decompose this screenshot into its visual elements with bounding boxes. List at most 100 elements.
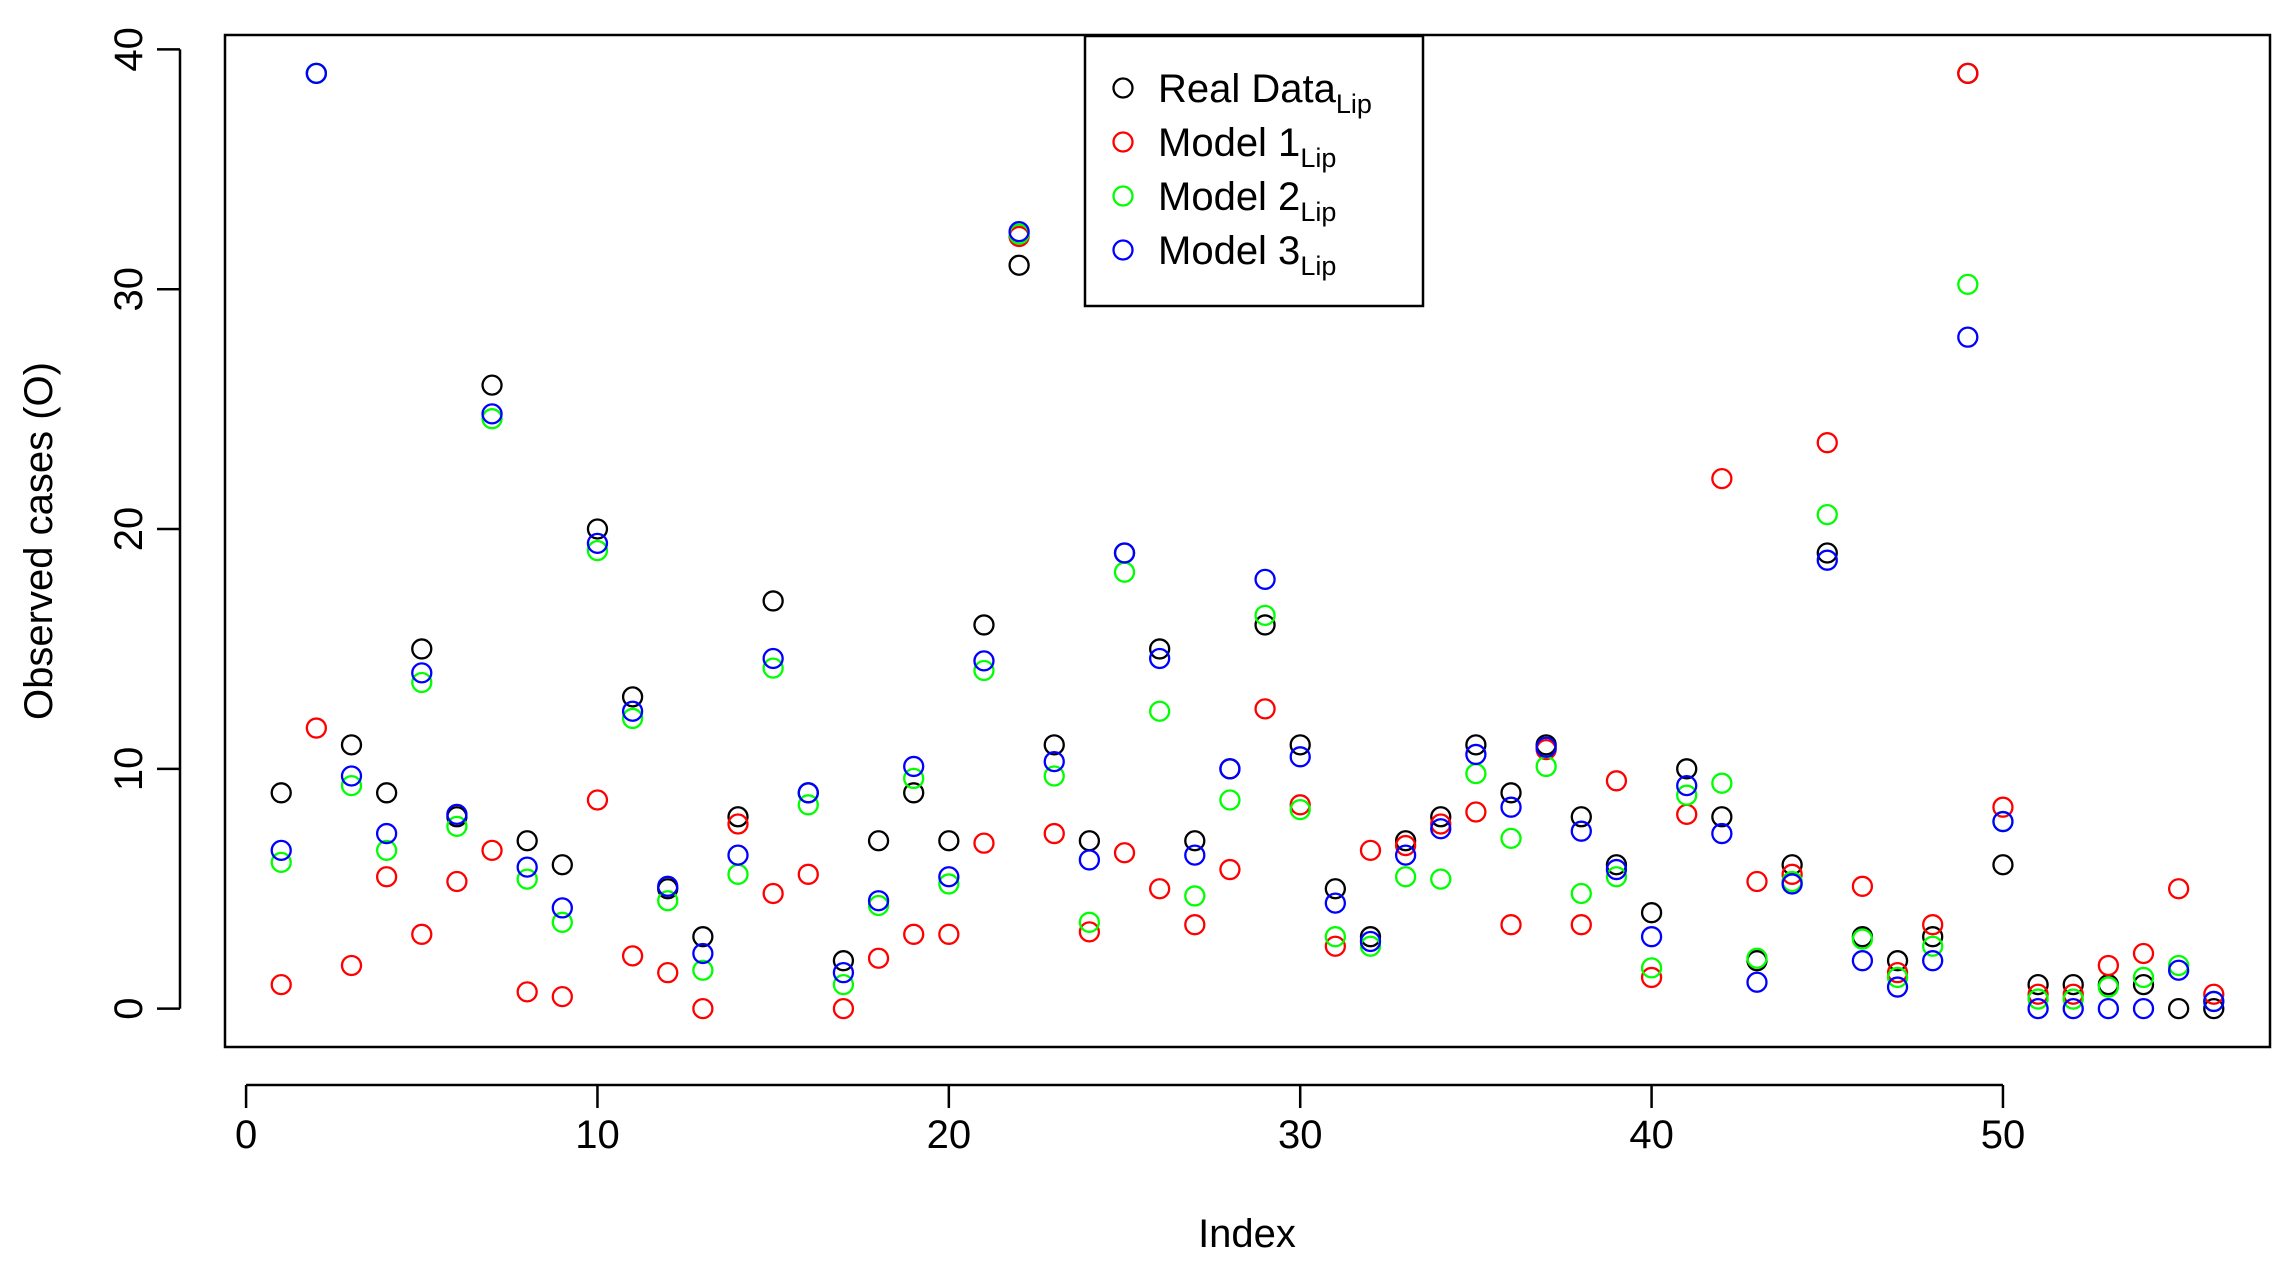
point-series-3 — [1570, 820, 1592, 842]
point-series-1 — [1500, 914, 1522, 936]
point-series-2 — [1640, 957, 1663, 979]
point-series-2 — [1500, 827, 1522, 850]
point-series-2 — [1430, 868, 1452, 890]
legend-label-subscript: Lip — [1300, 251, 1336, 281]
point-series-1 — [1324, 935, 1346, 957]
point-series-3 — [1430, 818, 1452, 840]
point-series-3 — [1816, 549, 1838, 571]
point-series-2 — [903, 767, 925, 790]
point-series-3 — [1746, 971, 1768, 993]
point-series-1 — [692, 997, 714, 1020]
point-series-2 — [2097, 976, 2120, 998]
point-series-2 — [270, 851, 292, 873]
point-series-1 — [586, 789, 609, 811]
point-series-2 — [411, 671, 433, 694]
point-series-2 — [1957, 273, 1979, 296]
x-tick-label: 10 — [575, 1113, 620, 1157]
point-series-1 — [832, 997, 855, 1020]
point-series-0 — [481, 374, 503, 396]
point-series-0 — [621, 686, 644, 708]
point-series-3 — [903, 755, 925, 778]
point-series-3 — [1043, 750, 1065, 773]
point-series-1 — [1254, 698, 1276, 720]
point-series-3 — [1149, 647, 1171, 670]
point-series-3 — [1008, 220, 1030, 243]
point-series-2 — [481, 408, 503, 430]
point-series-1 — [1746, 870, 1768, 893]
point-series-1 — [1043, 822, 1065, 845]
point-series-1 — [727, 813, 749, 835]
y-tick-label: 40 — [107, 27, 151, 72]
point-series-3 — [551, 897, 573, 919]
point-series-1 — [1219, 858, 1241, 881]
point-series-0 — [973, 614, 995, 636]
point-series-1 — [270, 973, 292, 996]
point-series-1 — [938, 923, 960, 945]
legend-label-name: Model 1 — [1158, 121, 1300, 165]
point-series-1 — [305, 717, 328, 739]
x-tick-label: 40 — [1629, 1113, 1674, 1157]
point-series-3 — [586, 532, 609, 555]
point-series-0 — [1184, 830, 1206, 852]
point-series-3 — [2027, 997, 2049, 1020]
point-series-2 — [727, 863, 749, 885]
point-series-1 — [1957, 62, 1979, 85]
point-series-3 — [1957, 326, 1979, 348]
x-tick-label: 50 — [1981, 1113, 2026, 1157]
y-tick-label: 20 — [107, 507, 151, 552]
y-axis: 0 10 20 30 40 — [107, 27, 182, 1020]
point-series-0 — [375, 782, 398, 804]
point-series-3 — [1640, 926, 1663, 948]
point-series-1 — [446, 870, 468, 893]
point-series-0 — [1008, 254, 1030, 276]
point-series-2 — [1816, 503, 1838, 526]
point-series-0 — [938, 830, 960, 852]
point-series-3 — [621, 700, 644, 722]
legend-marker — [1112, 185, 1134, 207]
point-series-3 — [1711, 822, 1733, 845]
point-series-1 — [1922, 914, 1944, 936]
point-series-3 — [1219, 758, 1241, 780]
point-series-1 — [411, 923, 433, 945]
point-series-1 — [2132, 942, 2155, 965]
data-points — [270, 62, 2225, 1020]
point-series-3 — [375, 822, 398, 845]
point-series-2 — [375, 839, 398, 862]
point-series-3 — [1851, 950, 1874, 972]
point-series-2 — [657, 890, 679, 912]
point-series-1 — [1289, 794, 1311, 816]
x-tick-label: 30 — [1278, 1113, 1323, 1157]
point-series-2 — [973, 659, 995, 682]
point-series-3 — [446, 803, 468, 826]
point-series-2 — [516, 868, 538, 890]
legend-label: Model 1Lip — [1158, 121, 1336, 173]
point-series-2 — [2062, 988, 2084, 1010]
point-series-3 — [1254, 568, 1276, 591]
legend-label-name: Model 2 — [1158, 175, 1300, 219]
point-series-0 — [1500, 782, 1522, 804]
point-series-0 — [586, 518, 609, 540]
legend-label-subscript: Lip — [1336, 89, 1372, 119]
legend-label-subscript: Lip — [1300, 143, 1336, 173]
point-series-0 — [1430, 806, 1452, 828]
point-series-0 — [516, 830, 538, 852]
point-series-1 — [1465, 801, 1487, 823]
x-axis: 0 10 20 30 40 50 — [235, 1083, 2026, 1157]
point-series-2 — [1676, 784, 1698, 806]
point-series-1 — [1676, 803, 1698, 826]
point-series-0 — [2027, 973, 2049, 996]
point-series-0 — [1289, 734, 1311, 756]
point-series-3 — [797, 782, 819, 804]
point-series-2 — [1746, 947, 1768, 969]
point-series-0 — [1711, 806, 1733, 828]
point-series-1 — [2167, 878, 2190, 900]
point-series-3 — [1113, 542, 1136, 564]
point-series-2 — [2132, 966, 2155, 989]
point-series-3 — [1535, 736, 1557, 758]
point-series-3 — [1324, 892, 1346, 914]
point-series-0 — [1254, 614, 1276, 636]
y-tick-label: 10 — [107, 747, 151, 792]
point-series-3 — [657, 875, 679, 897]
